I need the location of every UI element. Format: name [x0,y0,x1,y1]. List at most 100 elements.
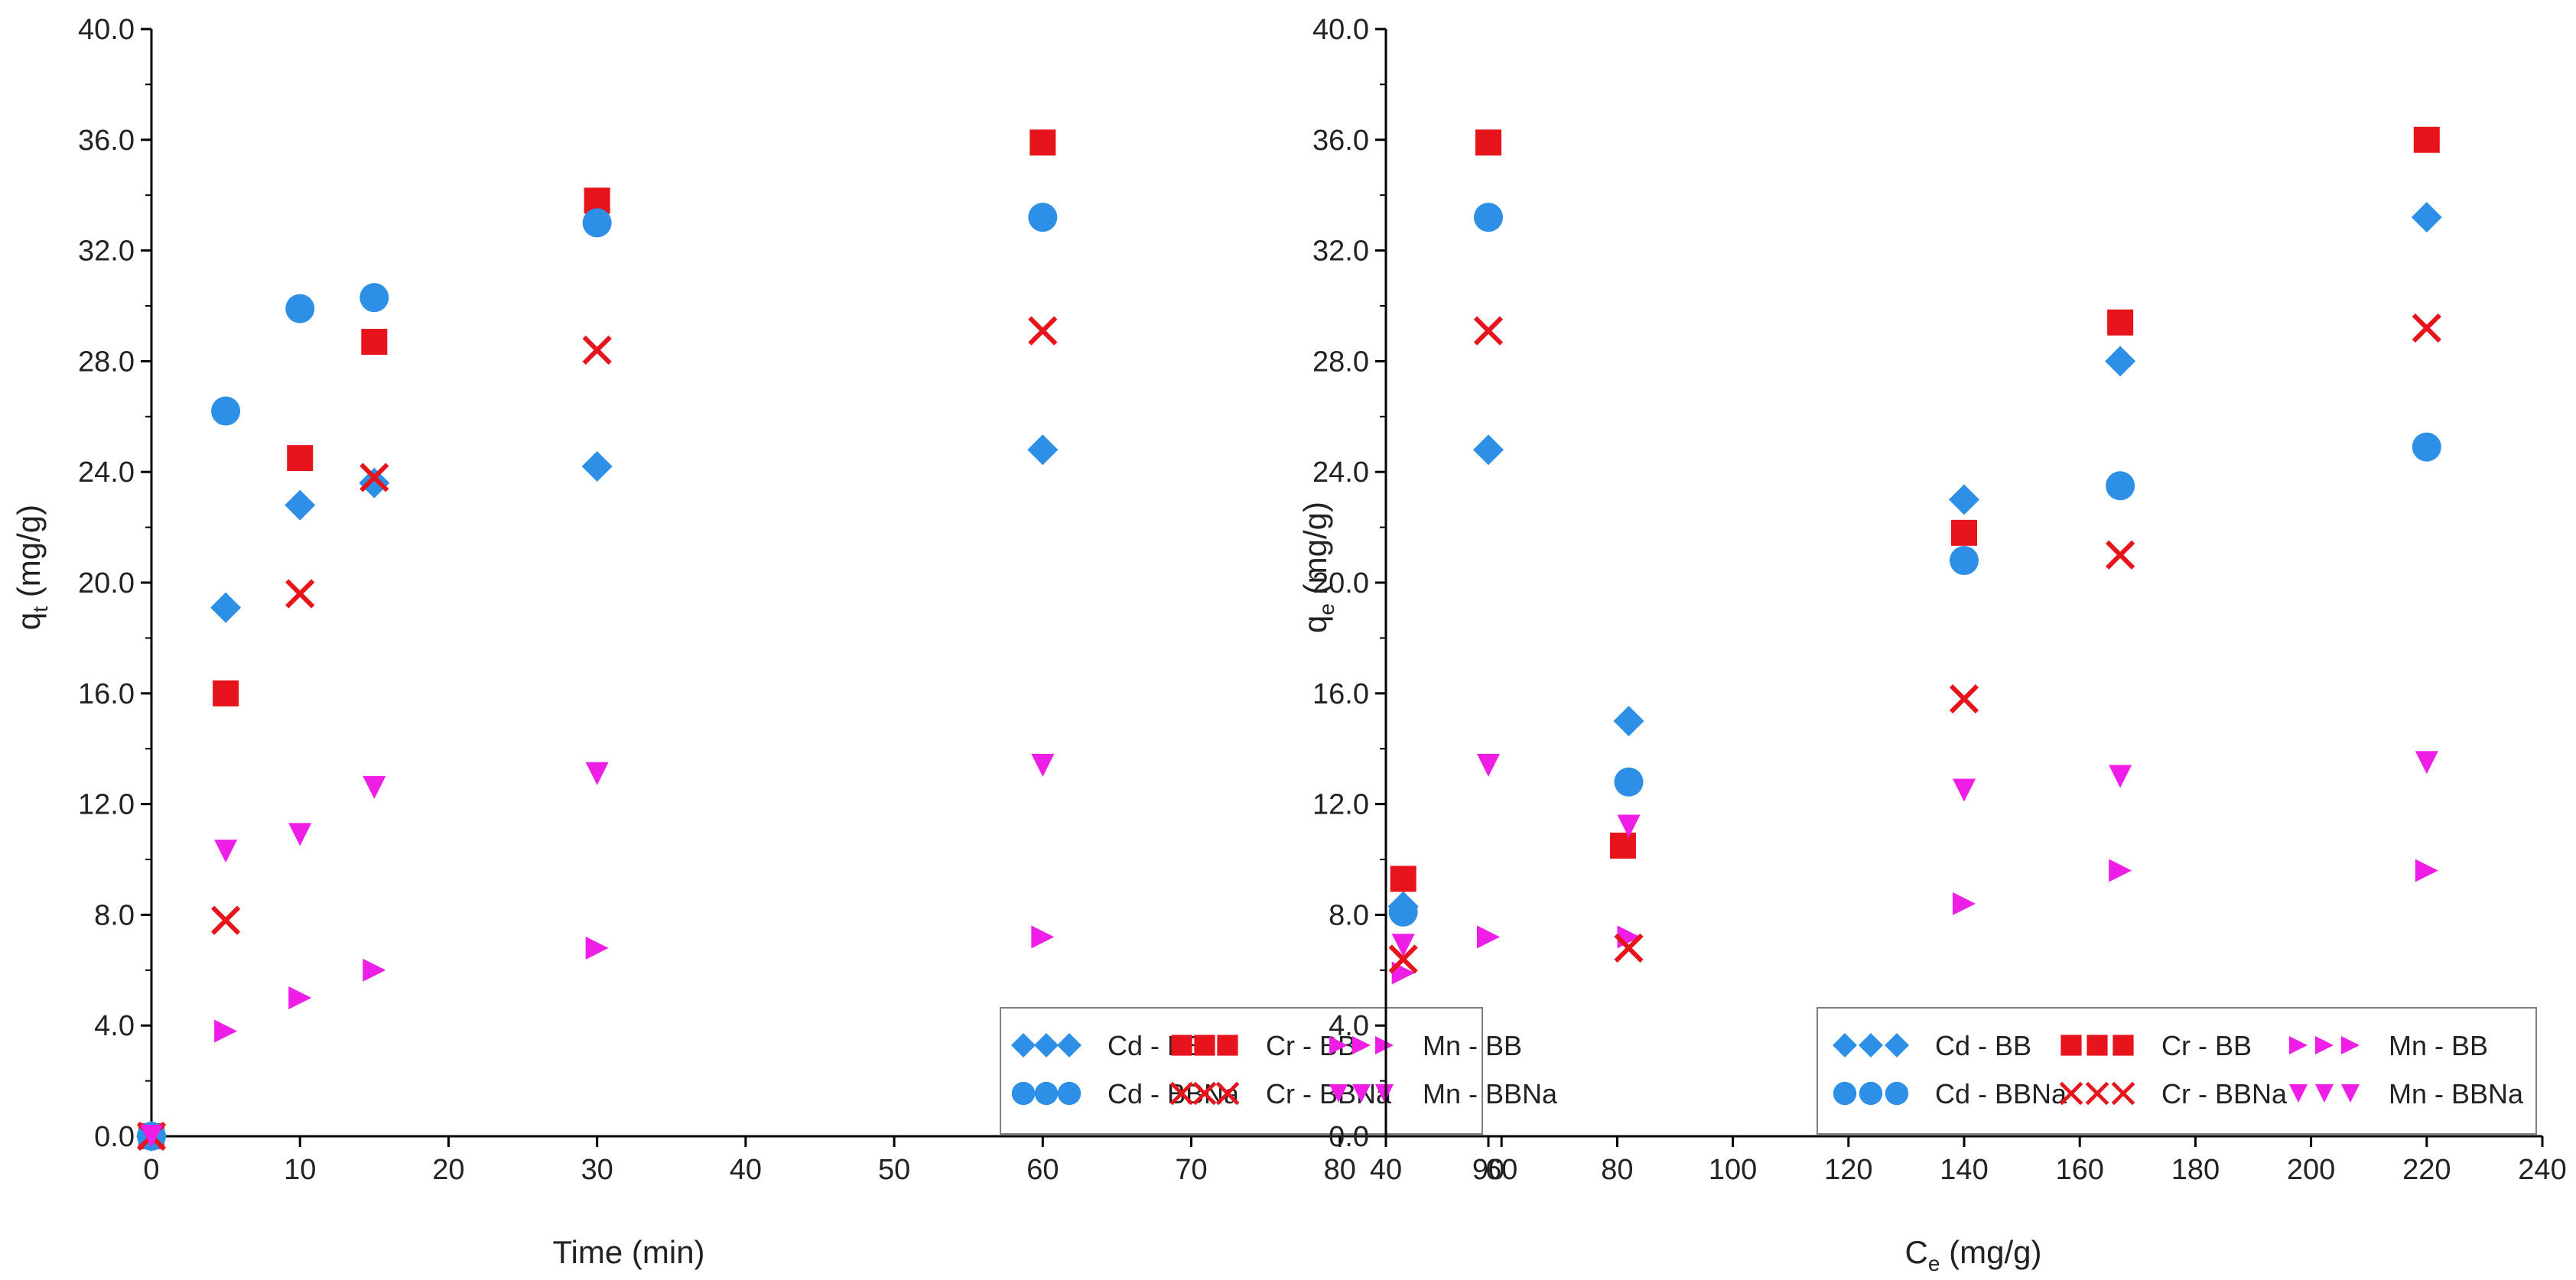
right-point-cr-bb [1609,832,1636,859]
left-point-cd-bb [1473,434,1504,466]
right-legend-label-cd-bb: Cd - BB [1935,1030,2031,1061]
right-legend-box [1817,1007,2537,1135]
right-point-cr-bb [1390,866,1416,892]
left-point-cd-bbna [582,208,612,238]
right-legend-marker-cr-bbna [2085,1081,2109,1106]
left-point-mn-bbna [288,823,312,846]
right-point-cr-bbna [2412,313,2441,343]
right-y-tick-label: 36.0 [1312,125,1369,157]
left-y-axis-title-sub: t [28,606,52,612]
panel-left: 0.0 4.0 8.0 12.0 16.0 20.0 24.0 28.0 32.0 36.0 40.… [11,14,1558,1270]
right-legend-marker-mn-bbna [2341,1084,2360,1103]
right-legend-label-cd-bbna: Cd - BBNa [1935,1078,2067,1109]
right-axes: 0.0 4.0 8.0 12.0 16.0 20.0 24.0 28.0 32.0 36.0 40.… [1312,14,2567,1186]
right-y-tick-label: 28.0 [1312,346,1369,378]
left-point-mn-bb [1477,925,1500,949]
left-point-cr-bbna [1473,316,1504,346]
left-point-cd-bbna [1028,203,1058,232]
right-y-axis-title-unit: (mg/g) [1297,502,1333,603]
right-y-axis-title-sub: e [1315,603,1338,616]
right-point-cd-bbna [1388,897,1418,927]
right-y-tick-label: 0.0 [1329,1121,1369,1153]
right-y-axis-title: qe (mg/g) [1297,502,1338,633]
left-point-cr-bb [287,445,314,472]
right-legend-label-cr-bb: Cr - BB [2161,1030,2252,1061]
left-point-cd-bb [359,467,390,499]
left-legend-marker-cd-bbna [1034,1081,1059,1106]
left-markers [136,129,1504,1152]
left-point-cd-bb [581,450,613,482]
right-legend-marker-cr-bb [2060,1035,2082,1056]
left-legend-label-mn-bb: Mn - BB [1423,1030,1522,1061]
right-point-cr-bbna [1614,933,1644,963]
right-x-tick-label: 80 [1601,1154,1633,1186]
left-point-mn-bbna [214,840,238,863]
left-y-tick-label: 20.0 [78,567,135,599]
right-legend-marker-mn-bb [2289,1036,2308,1054]
right-point-cd-bbna [2106,471,2135,501]
left-x-tick-label: 90 [1472,1154,1504,1186]
left-legend-label-cr-bbna: Cr - BBNa [1266,1078,1392,1109]
right-x-tick-label: 60 [1485,1154,1517,1186]
left-point-cr-bb [1029,129,1056,156]
left-point-cd-bb [285,489,316,521]
left-x-tick-label: 50 [878,1154,910,1186]
right-x-tick-label: 120 [1824,1154,1872,1186]
left-point-cr-bbna [210,905,241,935]
right-legend-label-cr-bbna: Cr - BBNa [2161,1078,2288,1109]
left-legend-marker-cr-bbna [1169,1081,1194,1106]
left-y-tick-label: 40.0 [78,14,135,46]
right-x-tick-label: 140 [1940,1154,1988,1186]
right-point-cd-bb [2411,202,2442,233]
left-point-mn-bbna [1477,753,1500,777]
left-point-cd-bbna [211,396,241,426]
left-point-mn-bbna [585,762,609,785]
left-point-mn-bbna [140,1125,163,1148]
right-y-tick-label: 12.0 [1312,789,1369,821]
left-point-cr-bbna [359,463,389,492]
right-point-cr-bbna [1949,684,1979,714]
left-legend-marker-cd-bb [1057,1033,1081,1057]
right-x-axis-title-main: C [1905,1234,1928,1270]
left-x-tick-label: 0 [143,1154,159,1186]
left-point-mn-bb [288,986,312,1009]
left-legend-marker-mn-bbna [1352,1084,1371,1103]
left-y-tick-label: 28.0 [78,346,135,378]
left-legend-marker-cd-bbna [1057,1081,1081,1106]
right-y-tick-label: 24.0 [1312,456,1369,489]
right-point-cd-bbna [2412,432,2441,462]
right-y-tick-label: 16.0 [1312,678,1369,710]
right-point-mn-bb [2415,859,2438,882]
left-point-cr-bbna [285,579,315,609]
left-y-tick-label: 8.0 [94,899,135,931]
left-point-cd-bb [210,592,242,623]
right-point-cd-bbna [1950,546,1979,576]
right-legend-marker-mn-bb [2315,1036,2334,1054]
right-legend-marker-cr-bbna [2111,1081,2135,1106]
left-y-tick-label: 12.0 [78,789,135,821]
left-point-cd-bbna [359,283,389,313]
right-point-mn-bbna [2109,765,2132,788]
left-y-tick-label: 36.0 [78,125,135,157]
right-legend-marker-cd-bb [1859,1033,1883,1057]
left-y-tick-label: 4.0 [94,1010,135,1042]
left-point-cr-bbna [582,335,612,365]
right-point-cd-bbna [1614,767,1644,797]
left-legend-marker-mn-bb [1329,1036,1348,1054]
right-legend-marker-mn-bb [2341,1036,2360,1054]
right-x-tick-label: 100 [1709,1154,1757,1186]
left-point-cr-bb [361,329,388,356]
left-legend-marker-mn-bb [1375,1036,1394,1054]
right-legend-marker-mn-bbna [2289,1084,2308,1103]
left-point-mn-bb [214,1019,238,1043]
right-y-tick-label: 20.0 [1312,567,1369,599]
left-point-cr-bb [213,680,239,707]
right-y-tick-label: 8.0 [1329,899,1369,931]
right-y-tick-label: 4.0 [1329,1010,1369,1042]
right-legend-marker-cd-bbna [1859,1081,1883,1106]
right-x-tick-label: 200 [2287,1154,2335,1186]
right-legend-marker-cr-bb [2086,1035,2108,1056]
left-legend-marker-cr-bb [1194,1035,1215,1056]
